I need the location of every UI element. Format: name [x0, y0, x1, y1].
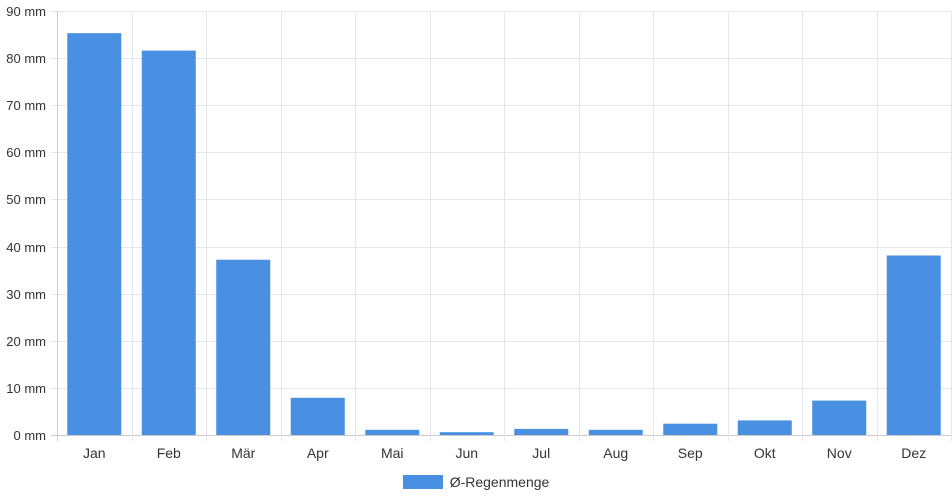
bars [67, 33, 941, 436]
x-tick-label: Aug [603, 445, 628, 461]
bar-mär [216, 259, 271, 435]
x-tick-label: Apr [307, 445, 329, 461]
y-tick-label: 80 mm [6, 51, 46, 66]
x-axis-tick-labels: Jan Feb Mär Apr Mai Jun Jul Aug Sep Okt Nov Dez [83, 445, 926, 461]
bar-apr [290, 397, 345, 435]
y-axis-tick-labels: 0 mm 10 mm 20 mm 30 mm 40 mm 50 mm 60 mm 70 mm 8… [6, 4, 46, 443]
bar-jun [439, 432, 494, 435]
y-tick-label: 50 mm [6, 192, 46, 207]
legend-label: Ø-Regenmenge [449, 474, 550, 490]
y-tick-label: 0 mm [14, 428, 47, 443]
x-tick-label: Mär [231, 445, 255, 461]
y-tick-label: 70 mm [6, 98, 46, 113]
bar-dez [886, 255, 941, 435]
x-tick-label: Dez [901, 445, 926, 461]
x-tick-label: Sep [678, 445, 703, 461]
bar-jan [67, 33, 122, 436]
bar-okt [737, 420, 792, 435]
legend[interactable]: Ø-Regenmenge [0, 473, 952, 491]
bar-feb [141, 50, 196, 435]
y-tick-label: 30 mm [6, 287, 46, 302]
x-tick-label: Mai [381, 445, 404, 461]
bar-aug [588, 429, 643, 435]
bar-jul [514, 428, 569, 435]
y-tick-label: 40 mm [6, 240, 46, 255]
bar-nov [812, 400, 867, 435]
x-tick-label: Feb [157, 445, 181, 461]
x-tick-label: Nov [827, 445, 852, 461]
y-tick-label: 10 mm [6, 381, 46, 396]
y-tick-label: 20 mm [6, 334, 46, 349]
x-tick-label: Jul [532, 445, 550, 461]
legend-swatch [402, 475, 443, 489]
y-tick-label: 90 mm [6, 4, 46, 19]
x-tick-label: Jun [455, 445, 478, 461]
bar-mai [365, 429, 420, 435]
x-tick-label: Okt [754, 445, 776, 461]
y-tick-label: 60 mm [6, 145, 46, 160]
bar-sep [663, 423, 718, 435]
x-tick-label: Jan [83, 445, 106, 461]
